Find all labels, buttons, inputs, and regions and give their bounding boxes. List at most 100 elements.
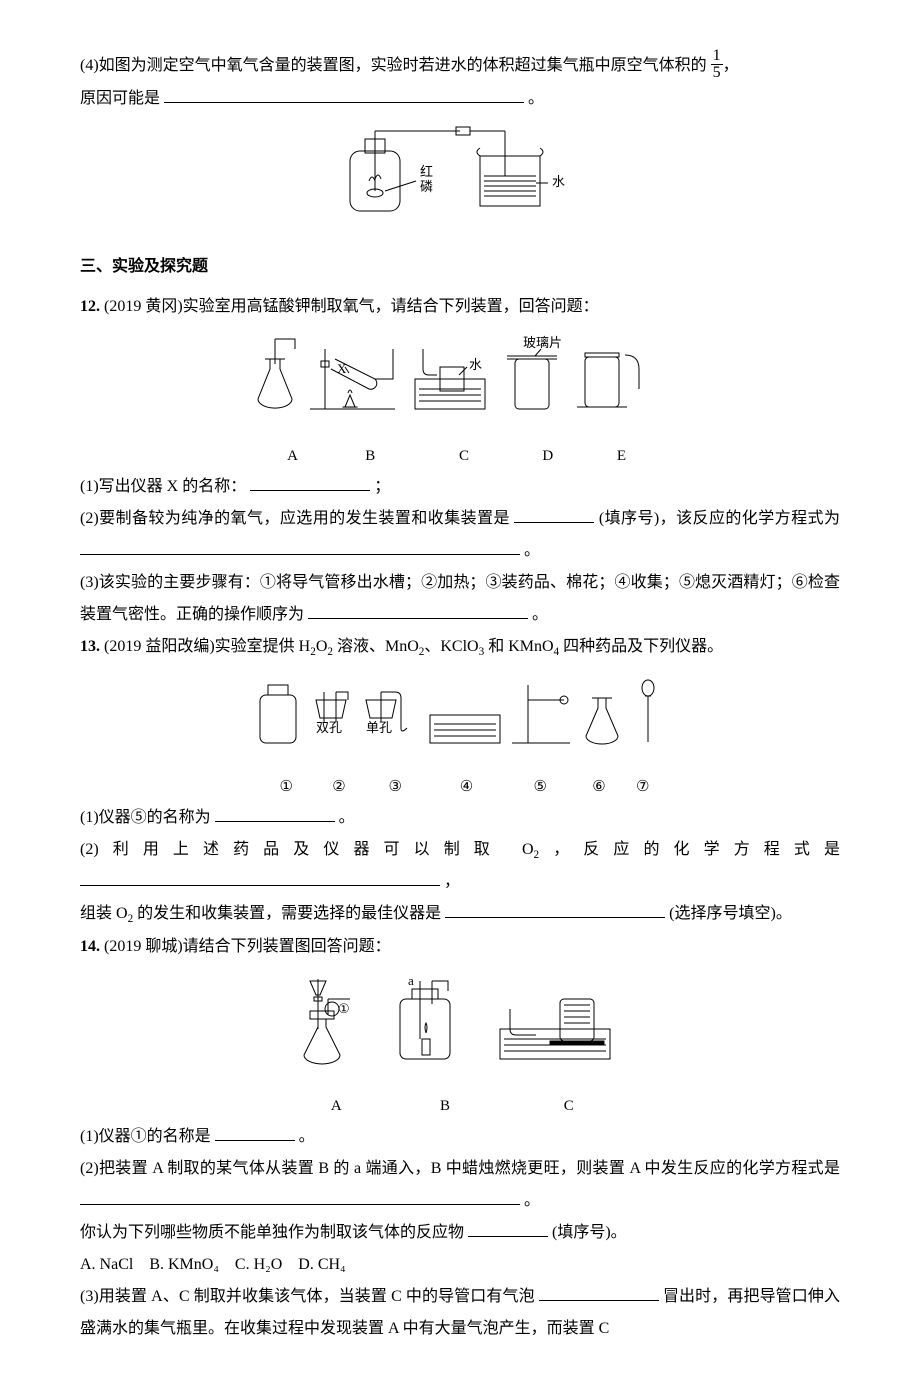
q12-1-blank bbox=[250, 474, 370, 491]
q14-2c-blank bbox=[468, 1220, 548, 1237]
q12-2-blank1 bbox=[514, 506, 594, 523]
q14-2: (2)把装置 A 制取的某气体从装置 B 的 a 端通入，B 中蜡烛燃烧更旺，则… bbox=[80, 1153, 840, 1217]
q13-t3: 溶液、MnO bbox=[333, 638, 419, 655]
q12-3: (3)该实验的主要步骤有：①将导气管移出水槽；②加热；③装药品、棉花；④收集；⑤… bbox=[80, 567, 840, 631]
fig3-c2: ② bbox=[314, 772, 364, 802]
q13-t1: (2019 益阳改编)实验室提供 H bbox=[104, 638, 310, 655]
svg-text:水: 水 bbox=[469, 357, 482, 372]
q4-frac-den: 5 bbox=[711, 65, 723, 81]
q4-text-b: 原因可能是 bbox=[80, 90, 160, 107]
figure-3-svg: 双孔 单孔 bbox=[250, 670, 670, 760]
q12-2-blank2 bbox=[80, 538, 520, 555]
q4-text-a: (4)如图为测定空气中氧气含量的装置图，实验时若进水的体积超过集气瓶中原空气体积… bbox=[80, 57, 707, 74]
q13-lead: 13. (2019 益阳改编)实验室提供 H2O2 溶液、MnO2、KClO3 … bbox=[80, 631, 840, 664]
fig4-c1: A bbox=[286, 1091, 386, 1121]
q14-2-c: 你认为下列哪些物质不能单独作为制取该气体的反应物 bbox=[80, 1224, 464, 1241]
q4-period: 。 bbox=[528, 90, 544, 107]
fig3-c3: ③ bbox=[368, 772, 423, 802]
figure-1: 红 磷 水 bbox=[80, 121, 840, 243]
fig4-c2: B bbox=[390, 1091, 500, 1121]
q13-t5: 和 KMnO bbox=[484, 638, 553, 655]
figure-2-svg: X 水 玻璃片 bbox=[245, 329, 675, 429]
q13-2-f: (选择序号填空)。 bbox=[669, 905, 792, 922]
svg-text:双孔: 双孔 bbox=[316, 720, 342, 735]
q13-2-blank1 bbox=[80, 869, 440, 886]
svg-text:①: ① bbox=[338, 1001, 350, 1016]
q4-frac-num: 1 bbox=[711, 48, 723, 65]
q14-2-d: (填序号)。 bbox=[552, 1224, 627, 1241]
q13-2-b: ，反应的化学方程式是 bbox=[539, 841, 840, 858]
q14-3-blank bbox=[539, 1284, 659, 1301]
svg-text:玻璃片: 玻璃片 bbox=[523, 335, 562, 350]
q12-number: 12. bbox=[80, 298, 100, 315]
q13-2-a: (2)利用上述药品及仪器可以制取 O bbox=[80, 841, 534, 858]
figure-3: 双孔 单孔 bbox=[80, 670, 840, 772]
q12-2-b: (填序号)，该反应的化学方程式为 bbox=[599, 510, 840, 527]
q14-2-a: (2)把装置 A 制取的某气体从装置 B 的 a 端通入，B 中蜡烛燃烧更旺，则… bbox=[80, 1160, 840, 1177]
svg-text:a: a bbox=[408, 973, 414, 988]
q13-t2: O bbox=[316, 638, 328, 655]
fig2-cap-e: E bbox=[587, 441, 657, 471]
q14-3-a: (3)用装置 A、C 制取并收集该气体，当装置 C 中的导管口有气泡 bbox=[80, 1288, 535, 1305]
svg-text:单孔: 单孔 bbox=[366, 720, 392, 735]
q13-t4: 、KClO bbox=[424, 638, 478, 655]
q14-number: 14. bbox=[80, 938, 100, 955]
q13-2-d: 组装 O bbox=[80, 905, 128, 922]
q12-lead: 12. (2019 黄冈)实验室用高锰酸钾制取氧气，请结合下列装置，回答问题： bbox=[80, 291, 840, 323]
q14-1: (1)仪器①的名称是 。 bbox=[80, 1121, 840, 1153]
q14-1-b: 。 bbox=[299, 1128, 315, 1145]
q13-2-c: ， bbox=[444, 873, 460, 890]
fig2-cap-b: B bbox=[325, 441, 415, 471]
section-3-title: 三、实验及探究题 bbox=[80, 251, 840, 283]
q13-2-blank2 bbox=[445, 901, 665, 918]
q14-2c: 你认为下列哪些物质不能单独作为制取该气体的反应物 (填序号)。 bbox=[80, 1217, 840, 1249]
figure-4-svg: ① a bbox=[280, 969, 640, 1079]
q14-lead: 14. (2019 聊城)请结合下列装置图回答问题： bbox=[80, 931, 840, 963]
q4-fraction: 1 5 bbox=[711, 48, 723, 81]
figure-4-captions: A B C bbox=[80, 1091, 840, 1121]
q12-3-end: 。 bbox=[532, 606, 548, 623]
fig2-cap-a: A bbox=[264, 441, 322, 471]
q12-2: (2)要制备较为纯净的氧气，应选用的发生装置和收集装置是 (填序号)，该反应的化… bbox=[80, 503, 840, 567]
figure-1-svg: 红 磷 水 bbox=[330, 121, 590, 231]
q13-t6: 四种药品及下列仪器。 bbox=[559, 638, 723, 655]
fig1-water-label: 水 bbox=[552, 174, 565, 189]
fig3-c1: ① bbox=[262, 772, 310, 802]
q14-1-blank bbox=[215, 1124, 295, 1141]
fig2-cap-d: D bbox=[513, 441, 583, 471]
q14-3: (3)用装置 A、C 制取并收集该气体，当装置 C 中的导管口有气泡 冒出时，再… bbox=[80, 1281, 840, 1345]
q4-blank bbox=[164, 86, 524, 103]
q4-para2: 原因可能是 。 bbox=[80, 83, 840, 115]
fig3-c6: ⑥ bbox=[574, 772, 624, 802]
q12-lead-text: (2019 黄冈)实验室用高锰酸钾制取氧气，请结合下列装置，回答问题： bbox=[104, 298, 599, 315]
q13-1: (1)仪器⑤的名称为 。 bbox=[80, 802, 840, 834]
q14-lead-text: (2019 聊城)请结合下列装置图回答问题： bbox=[104, 938, 391, 955]
fig1-phos-label: 红 bbox=[420, 164, 433, 179]
q4-text-tail: ， bbox=[723, 57, 739, 74]
q12-2-end: 。 bbox=[524, 542, 540, 559]
figure-2: X 水 玻璃片 bbox=[80, 329, 840, 441]
q13-2: (2)利用上述药品及仪器可以制取 O2，反应的化学方程式是 ， bbox=[80, 834, 840, 899]
fig2-cap-c: C bbox=[419, 441, 509, 471]
q14-2-blank bbox=[80, 1188, 520, 1205]
q14-1-a: (1)仪器①的名称是 bbox=[80, 1128, 211, 1145]
q12-1-a: (1)写出仪器 X 的名称： bbox=[80, 478, 246, 495]
q13-2b: 组装 O2 的发生和收集装置，需要选择的最佳仪器是 (选择序号填空)。 bbox=[80, 898, 840, 931]
figure-4: ① a bbox=[80, 969, 840, 1091]
q12-1: (1)写出仪器 X 的名称： ； bbox=[80, 471, 840, 503]
q4-para: (4)如图为测定空气中氧气含量的装置图，实验时若进水的体积超过集气瓶中原空气体积… bbox=[80, 50, 840, 83]
q12-3-blank bbox=[308, 602, 528, 619]
q13-1-blank bbox=[215, 805, 335, 822]
fig3-c7: ⑦ bbox=[628, 772, 658, 802]
q14-opts: A. NaCl B. KMnO₄ C. H₂O D. CH₄ bbox=[80, 1249, 840, 1281]
q13-2-e: 的发生和收集装置，需要选择的最佳仪器是 bbox=[133, 905, 441, 922]
figure-3-captions: ① ② ③ ④ ⑤ ⑥ ⑦ bbox=[80, 772, 840, 802]
fig4-c3: C bbox=[504, 1091, 634, 1121]
figure-2-captions: A B C D E bbox=[80, 441, 840, 471]
q13-1-a: (1)仪器⑤的名称为 bbox=[80, 809, 211, 826]
q14-2-b: 。 bbox=[524, 1192, 540, 1209]
fig1-phos-label2: 磷 bbox=[420, 179, 433, 194]
fig3-c4: ④ bbox=[427, 772, 507, 802]
q12-2-a: (2)要制备较为纯净的氧气，应选用的发生装置和收集装置是 bbox=[80, 510, 510, 527]
q12-1-b: ； bbox=[374, 478, 390, 495]
